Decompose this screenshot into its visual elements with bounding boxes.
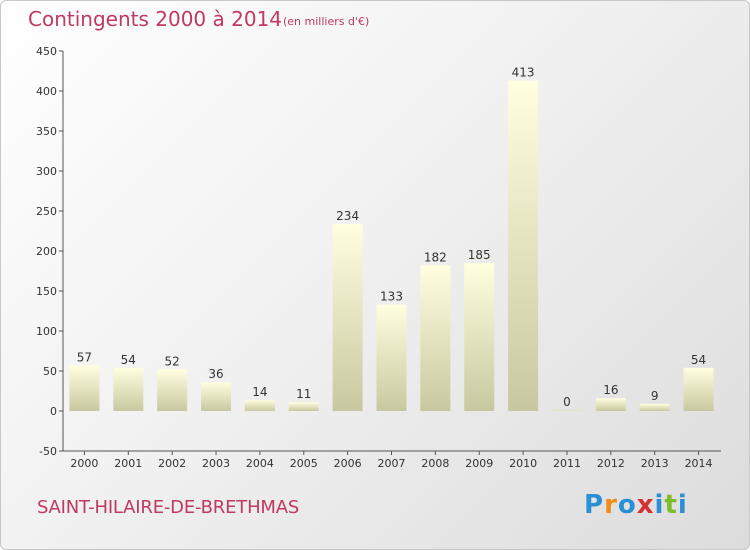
bar xyxy=(464,263,495,411)
bar-value-label: 57 xyxy=(77,350,92,364)
bar xyxy=(201,382,232,411)
bar-value-label: 14 xyxy=(252,385,267,399)
bar-value-label: 0 xyxy=(563,395,571,409)
bar-value-label: 182 xyxy=(424,250,447,264)
proxiti-logo: Proxiti xyxy=(584,490,688,520)
y-tick-label: 50 xyxy=(43,365,57,378)
x-tick-label: 2010 xyxy=(509,457,537,470)
chart-subtitle: (en milliers d'€) xyxy=(283,15,370,28)
commune-name: SAINT-HILAIRE-DE-BRETHMAS xyxy=(37,497,300,518)
bar xyxy=(420,265,451,411)
logo-letter: i xyxy=(677,490,688,520)
logo-letter: i xyxy=(654,490,665,520)
bar xyxy=(595,398,626,411)
x-tick-label: 2001 xyxy=(114,457,142,470)
y-tick-label: 150 xyxy=(36,285,57,298)
bar xyxy=(113,367,144,411)
x-tick-label: 2007 xyxy=(378,457,406,470)
y-tick-label: 450 xyxy=(36,45,57,58)
bar xyxy=(244,399,275,411)
bar xyxy=(332,223,363,411)
logo-letter: o xyxy=(617,490,637,520)
logo-letter: r xyxy=(604,490,618,520)
x-tick-label: 2012 xyxy=(597,457,625,470)
chart-title: Contingents 2000 à 2014 xyxy=(28,7,283,31)
x-tick-label: 2009 xyxy=(465,457,493,470)
bar-value-label: 413 xyxy=(512,66,535,80)
x-tick-label: 2003 xyxy=(202,457,230,470)
bar-value-label: 52 xyxy=(165,354,180,368)
bar-value-label: 9 xyxy=(651,389,659,403)
x-tick-label: 2000 xyxy=(70,457,98,470)
bar-value-label: 234 xyxy=(336,209,359,223)
y-tick-label: 400 xyxy=(36,85,57,98)
bar-value-label: 54 xyxy=(691,353,706,367)
bar-value-label: 133 xyxy=(380,290,403,304)
bar xyxy=(157,369,188,411)
bar-value-label: 16 xyxy=(603,383,618,397)
bar xyxy=(639,403,670,411)
logo-letter: P xyxy=(584,490,605,520)
bar xyxy=(683,367,714,411)
y-tick-label: 100 xyxy=(36,325,57,338)
x-tick-label: 2013 xyxy=(641,457,669,470)
x-tick-label: 2008 xyxy=(421,457,449,470)
y-tick-label: 300 xyxy=(36,165,57,178)
bar-value-label: 54 xyxy=(121,353,136,367)
x-tick-label: 2004 xyxy=(246,457,274,470)
x-tick-label: 2014 xyxy=(685,457,713,470)
logo-letter: x xyxy=(636,490,655,520)
y-tick-label: 0 xyxy=(50,405,57,418)
bar xyxy=(508,80,539,411)
bar xyxy=(376,304,407,411)
bar-value-label: 185 xyxy=(468,248,491,262)
bar-value-label: 11 xyxy=(296,387,311,401)
x-tick-label: 2002 xyxy=(158,457,186,470)
y-tick-label: -50 xyxy=(39,445,57,458)
x-tick-label: 2006 xyxy=(334,457,362,470)
y-tick-label: 350 xyxy=(36,125,57,138)
y-tick-label: 200 xyxy=(36,245,57,258)
logo-letter: t xyxy=(664,490,678,520)
bar xyxy=(551,410,582,411)
bar xyxy=(288,402,319,411)
x-tick-label: 2005 xyxy=(290,457,318,470)
x-tick-label: 2011 xyxy=(553,457,581,470)
bar xyxy=(69,365,100,411)
bar-value-label: 36 xyxy=(208,367,223,381)
y-tick-label: 250 xyxy=(36,205,57,218)
